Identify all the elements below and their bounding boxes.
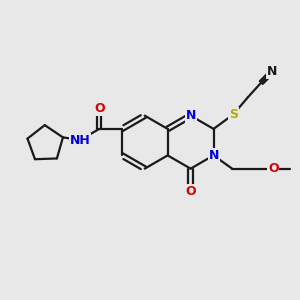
Text: S: S bbox=[229, 108, 238, 121]
Text: O: O bbox=[268, 162, 278, 175]
Text: O: O bbox=[185, 185, 196, 198]
Text: N: N bbox=[267, 65, 278, 78]
Text: N: N bbox=[185, 109, 196, 122]
Text: N: N bbox=[208, 149, 219, 162]
Text: NH: NH bbox=[70, 134, 91, 146]
Text: O: O bbox=[94, 102, 105, 115]
